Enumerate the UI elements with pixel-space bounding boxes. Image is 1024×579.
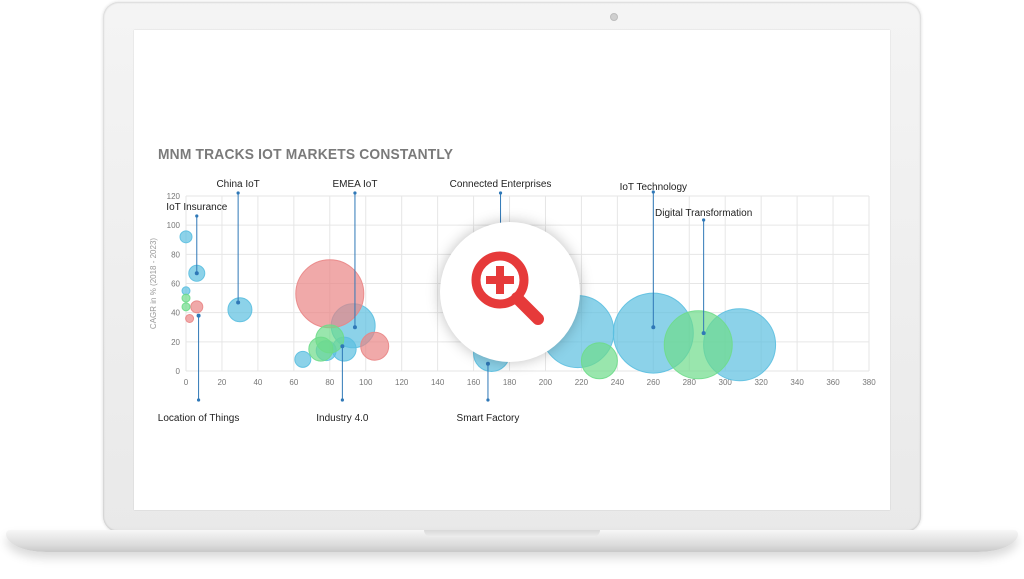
annotation-end-dot <box>195 214 199 218</box>
bubble-point[interactable] <box>294 350 312 368</box>
annotation-end-dot <box>498 191 503 195</box>
annotation-dot <box>236 300 241 305</box>
camera-dot <box>610 13 618 21</box>
bubble-point[interactable] <box>190 300 204 314</box>
annotation-end-dot <box>702 218 706 222</box>
y-tick-label: 100 <box>167 221 181 230</box>
x-tick-label: 340 <box>790 378 804 387</box>
y-tick-label: 40 <box>171 309 180 318</box>
x-tick-label: 260 <box>647 378 661 387</box>
annotation-label: IoT Insurance <box>166 202 227 213</box>
annotation-dot <box>352 325 357 330</box>
x-tick-label: 280 <box>683 378 697 387</box>
annotation-dot <box>651 325 656 330</box>
bubble-point[interactable] <box>295 259 365 329</box>
annotation-label: Smart Factory <box>457 413 520 424</box>
laptop-base <box>6 530 1018 552</box>
bubble-point[interactable] <box>181 293 191 303</box>
x-tick-label: 40 <box>253 378 262 387</box>
annotation-end-dot <box>486 398 490 402</box>
x-tick-label: 320 <box>754 378 768 387</box>
x-tick-label: 200 <box>539 378 553 387</box>
y-tick-label: 0 <box>176 367 181 376</box>
annotation-dot <box>196 313 201 318</box>
y-tick-label: 120 <box>167 192 181 201</box>
x-tick-label: 220 <box>575 378 589 387</box>
laptop-notch <box>424 530 600 537</box>
annotation-end-dot <box>196 398 201 402</box>
x-tick-label: 300 <box>719 378 733 387</box>
bubble-point[interactable] <box>663 310 733 380</box>
y-tick-label: 20 <box>171 338 180 347</box>
x-tick-label: 120 <box>395 378 409 387</box>
annotation-end-dot <box>340 398 344 402</box>
annotation-label: Connected Enterprises <box>450 179 552 190</box>
x-tick-label: 20 <box>217 378 226 387</box>
annotation-label: EMEA IoT <box>332 179 377 190</box>
bubble-point[interactable] <box>181 302 191 312</box>
x-tick-label: 160 <box>467 378 481 387</box>
annotation-dot <box>194 271 199 276</box>
y-tick-label: 80 <box>171 250 180 259</box>
annotation-end-dot <box>236 191 240 195</box>
bubble-point[interactable] <box>227 297 253 323</box>
x-tick-label: 0 <box>184 378 189 387</box>
annotation-dot <box>701 331 706 336</box>
y-tick-label: 60 <box>171 280 180 289</box>
x-tick-label: 100 <box>359 378 373 387</box>
bubble-point[interactable] <box>179 230 193 244</box>
x-tick-label: 380 <box>862 378 876 387</box>
annotation-end-dot <box>353 191 357 195</box>
zoom-button[interactable] <box>440 222 580 362</box>
x-tick-label: 360 <box>826 378 840 387</box>
annotation-label: China IoT <box>216 179 259 190</box>
zoom-in-icon <box>471 251 544 325</box>
y-axis-label: CAGR in % (2018 - 2023) <box>149 238 158 329</box>
bubble-point[interactable] <box>360 331 390 361</box>
annotation-label: Location of Things <box>158 413 240 424</box>
annotation-label: IoT Technology <box>620 182 687 193</box>
x-tick-label: 180 <box>503 378 517 387</box>
annotation-dot <box>340 344 345 349</box>
bubble-point[interactable] <box>308 336 334 362</box>
bubble-point[interactable] <box>580 342 618 380</box>
x-tick-label: 80 <box>325 378 334 387</box>
x-tick-label: 240 <box>611 378 625 387</box>
chart-title: MNM TRACKS IOT MARKETS CONSTANTLY <box>158 146 454 163</box>
annotation-label: Industry 4.0 <box>316 413 369 424</box>
x-tick-label: 60 <box>289 378 298 387</box>
bubble-point[interactable] <box>185 314 195 323</box>
screen: 0 20 40 60 80 100 120 140 160 180 200 220 240 260 280 3… <box>134 30 890 510</box>
annotation-end-dot <box>651 190 655 194</box>
x-tick-label: 140 <box>431 378 445 387</box>
annotation-label: Digital Transformation <box>655 208 752 219</box>
annotation-dot <box>485 361 490 366</box>
bubble-chart: 0 20 40 60 80 100 120 140 160 180 200 220 240 260 280 3… <box>149 179 876 424</box>
